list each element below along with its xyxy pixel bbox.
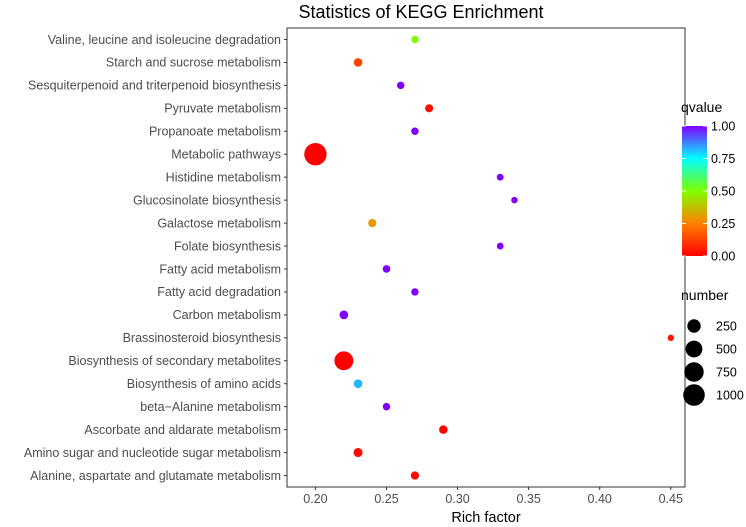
size-legend-label: 250 <box>716 319 737 333</box>
data-point <box>339 310 349 320</box>
chart-title: Statistics of KEGG Enrichment <box>298 2 543 22</box>
qvalue-colorbar <box>682 126 707 256</box>
y-tick-label: beta−Alanine metabolism <box>140 400 281 414</box>
data-point <box>396 81 405 90</box>
data-point <box>511 196 518 204</box>
data-point <box>334 351 354 371</box>
y-tick-label: Fatty acid metabolism <box>159 262 281 276</box>
data-point <box>353 448 363 458</box>
y-tick-label: Metabolic pathways <box>171 148 281 162</box>
y-tick-label: Ascorbate and aldarate metabolism <box>84 423 281 437</box>
data-point <box>353 379 363 389</box>
data-point <box>411 127 419 136</box>
data-point <box>411 35 419 44</box>
y-tick-label: Sesquiterpenoid and triterpenoid biosynt… <box>28 79 281 93</box>
plot-panel <box>286 27 686 488</box>
y-tick-label: Starch and sucrose metabolism <box>106 56 281 70</box>
data-point <box>667 334 674 342</box>
y-tick-label: Biosynthesis of amino acids <box>127 377 281 391</box>
y-tick-label: Valine, leucine and isoleucine degradati… <box>48 33 281 47</box>
colorbar-tick-label: 0.50 <box>711 184 735 198</box>
size-legend-key <box>683 384 705 406</box>
size-legend-key <box>684 362 704 382</box>
data-point <box>496 242 504 250</box>
y-tick-label: Carbon metabolism <box>173 308 281 322</box>
size-legend-label: 750 <box>716 365 737 379</box>
data-point <box>304 143 327 166</box>
colorbar-tick-label: 1.00 <box>711 119 735 133</box>
data-point <box>496 173 504 181</box>
y-tick-label: Amino sugar and nucleotide sugar metabol… <box>24 446 281 460</box>
y-tick-label: Brassinosteroid biosynthesis <box>123 331 281 345</box>
data-point <box>425 104 434 113</box>
x-tick-label: 0.35 <box>516 492 540 506</box>
y-tick-label: Galactose metabolism <box>157 216 281 230</box>
y-tick-label: Alanine, aspartate and glutamate metabol… <box>30 469 281 483</box>
qvalue-legend-title: qvalue <box>681 99 722 115</box>
y-tick-label: Folate biosynthesis <box>174 239 281 253</box>
y-tick-label: Biosynthesis of secondary metabolites <box>68 354 281 368</box>
data-point <box>382 402 391 411</box>
y-tick-label: Glucosinolate biosynthesis <box>133 193 281 207</box>
colorbar-tick-label: 0.00 <box>711 249 735 263</box>
colorbar-tick-label: 0.75 <box>711 152 735 166</box>
size-legend-key <box>685 340 703 358</box>
x-tick-label: 0.40 <box>588 492 612 506</box>
x-tick-label: 0.30 <box>445 492 469 506</box>
x-axis-title: Rich factor <box>451 510 520 526</box>
size-legend-label: 500 <box>716 342 737 356</box>
x-tick-label: 0.20 <box>303 492 327 506</box>
size-legend-label: 1000 <box>716 388 744 402</box>
number-legend-title: number <box>681 287 729 303</box>
data-point <box>368 218 377 228</box>
data-point <box>411 288 419 296</box>
size-legend-key <box>687 319 701 333</box>
data-point <box>410 471 420 480</box>
y-tick-label: Pyruvate metabolism <box>164 102 281 116</box>
x-tick-label: 0.45 <box>659 492 683 506</box>
data-point <box>382 265 391 273</box>
y-tick-label: Propanoate metabolism <box>149 125 281 139</box>
data-point <box>353 58 363 67</box>
y-tick-label: Fatty acid degradation <box>157 285 281 299</box>
colorbar-tick-label: 0.25 <box>711 217 735 231</box>
y-tick-label: Histidine metabolism <box>166 170 281 184</box>
data-point <box>439 425 448 434</box>
x-tick-label: 0.25 <box>374 492 398 506</box>
